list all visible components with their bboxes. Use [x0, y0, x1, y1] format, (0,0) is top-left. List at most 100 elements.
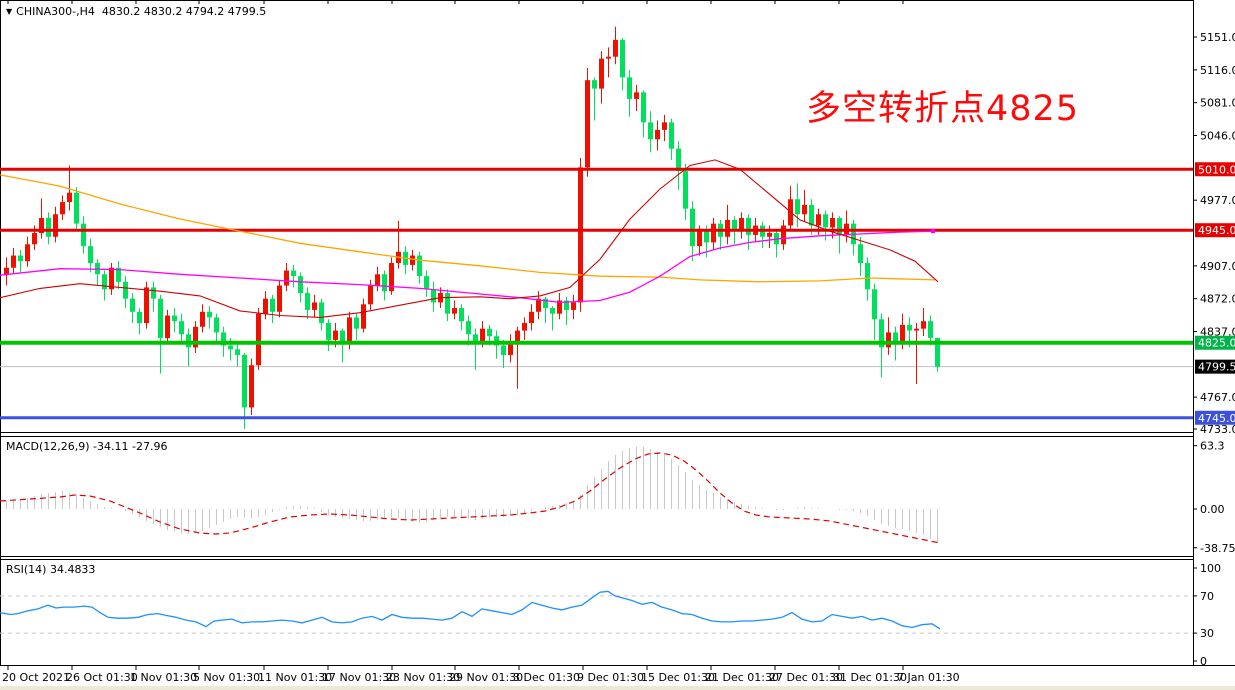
candle-body: [858, 244, 863, 264]
candle-body: [298, 276, 303, 294]
candle-body: [599, 58, 604, 89]
time-axis-label: 7 Jan 01:30: [897, 671, 960, 684]
candle-body: [536, 298, 541, 312]
candle-body: [914, 328, 919, 331]
candle-body: [144, 287, 149, 324]
price-axis-label: 4767.0: [1200, 391, 1235, 404]
time-axis-label: 20 Oct 2021: [2, 671, 70, 684]
candle-body: [305, 293, 310, 310]
candle-body: [151, 287, 156, 299]
candle-body: [452, 308, 457, 314]
candle-body: [172, 315, 177, 322]
candle-body: [669, 122, 674, 149]
candle-body: [109, 267, 114, 290]
candle-body: [515, 330, 520, 342]
time-axis-label: 3 Dec 01:30: [513, 671, 580, 684]
candle-body: [907, 324, 912, 331]
candle-body: [676, 148, 681, 172]
rsi-line: [0, 590, 941, 630]
pivot-annotation: 多空转折点4825: [806, 89, 1080, 129]
candle-body: [270, 298, 275, 312]
candle-body: [256, 313, 261, 366]
time-axis-label: 31 Dec 01:30: [833, 671, 907, 684]
candle-body: [655, 129, 660, 140]
candle-body: [39, 218, 44, 234]
candle-body: [529, 311, 534, 324]
candle-body: [214, 317, 219, 333]
candle-body: [417, 255, 422, 277]
candle-body: [389, 263, 394, 292]
rsi-indicator-label: RSI(14) 34.4833: [6, 563, 96, 576]
price-label-box-text: 4825.0: [1198, 337, 1235, 350]
price-label-box-text: 4945.0: [1198, 224, 1235, 237]
time-axis-label: 27 Dec 01:30: [769, 671, 843, 684]
candle-body: [18, 255, 23, 262]
candle-body: [25, 244, 30, 262]
price-chart-panel[interactable]: [0, 0, 1193, 433]
price-label-box-text: 4799.5: [1198, 361, 1235, 374]
candle-body: [235, 349, 240, 355]
candle-body: [711, 223, 716, 243]
candle-body: [921, 321, 926, 329]
candle-body: [116, 267, 121, 282]
candle-body: [284, 270, 289, 286]
rsi-panel-graphics: [0, 590, 1193, 634]
candle-body: [872, 289, 877, 320]
candle-body: [879, 319, 884, 348]
candle-body: [242, 354, 247, 408]
candle-body: [802, 204, 807, 215]
candle-body: [900, 324, 905, 344]
price-axis-label: 5116.0: [1200, 64, 1235, 77]
candle-body: [662, 122, 667, 130]
candle-body: [277, 285, 282, 312]
macd-panel[interactable]: [0, 436, 1193, 556]
candle-body: [550, 308, 555, 314]
candle-body: [557, 300, 562, 314]
candle-body: [340, 330, 345, 344]
candle-body: [158, 298, 163, 339]
time-axis-label: 26 Oct 01:30: [66, 671, 138, 684]
ma-mid-endpoint: [931, 229, 935, 234]
candle-body: [375, 274, 380, 286]
candle-body: [312, 302, 317, 310]
candle-body: [480, 328, 485, 342]
candle-body: [11, 255, 16, 268]
candle-body: [347, 317, 352, 344]
price-axis-label: 4733.0: [1200, 423, 1235, 436]
price-axis-label: 4872.0: [1200, 293, 1235, 306]
candle-body: [592, 80, 597, 89]
candle-body: [501, 345, 506, 355]
price-axis[interactable]: [1194, 0, 1235, 665]
price-panel-graphics: [0, 26, 1193, 430]
rsi-axis-label: 70: [1200, 590, 1214, 603]
candle-body: [823, 214, 828, 228]
rsi-panel[interactable]: [0, 559, 1193, 665]
candle-body: [382, 274, 387, 292]
price-label-box-text: 4745.0: [1198, 412, 1235, 425]
rsi-axis-label: 100: [1200, 562, 1221, 575]
ohlc-values: 4830.2 4830.2 4794.2 4799.5: [101, 5, 267, 18]
candle-body: [88, 246, 93, 264]
candle-body: [326, 323, 331, 340]
candle-body: [361, 304, 366, 329]
candle-body: [704, 231, 709, 243]
macd-axis-label: 0.00: [1200, 503, 1225, 516]
candle-body: [886, 332, 891, 348]
candle-body: [935, 337, 940, 367]
candle-body: [928, 321, 933, 338]
rsi-axis-label: 0: [1200, 655, 1207, 668]
candle-body: [837, 218, 842, 235]
symbol-dropdown-icon[interactable]: ▼: [6, 7, 13, 16]
candle-body: [522, 323, 527, 331]
candle-body: [221, 332, 226, 346]
time-axis-label: 5 Nov 01:30: [193, 671, 260, 684]
price-axis-labels: 5151.0 5116.0 5081.0 5046.0 4977.0 4907.0 4872…: [1193, 31, 1235, 436]
candle-body: [781, 225, 786, 245]
candle-body: [508, 341, 513, 355]
time-axis-label: 17 Nov 01:30: [322, 671, 396, 684]
candle-body: [291, 270, 296, 277]
candle-body: [809, 204, 814, 226]
candle-body: [648, 122, 653, 140]
candle-body: [228, 345, 233, 350]
